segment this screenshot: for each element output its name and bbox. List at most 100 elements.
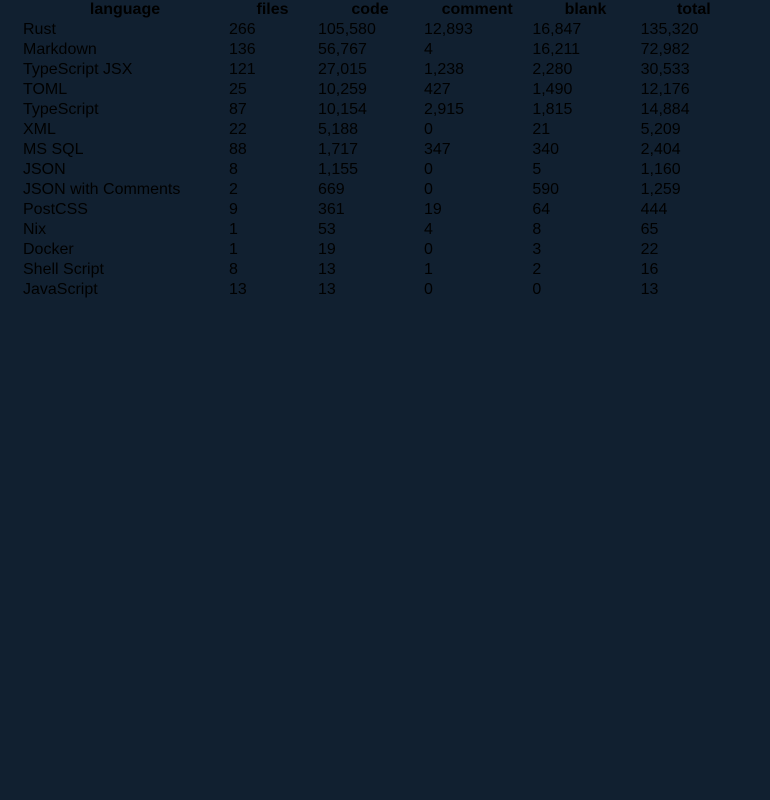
column-header-code[interactable]: code [351, 1, 389, 18]
cell-code: 13 [318, 261, 336, 278]
cell-code: 53 [318, 221, 336, 238]
cell-files: 1 [229, 241, 238, 258]
cell-comment: 2,915 [424, 101, 465, 118]
cell-files: 13 [229, 281, 247, 298]
table-row: TOML 25 10,259 427 1,490 12,176 [22, 80, 748, 100]
cell-files: 8 [229, 261, 238, 278]
table-row: Rust 266 105,580 12,893 16,847 135,320 [22, 20, 748, 40]
cell-language-name: TypeScript [23, 101, 99, 118]
cell-comment: 4 [424, 221, 433, 238]
cell-comment: 0 [424, 281, 433, 298]
cell-code: 1,155 [318, 161, 359, 178]
cell-language-name: Markdown [23, 41, 97, 58]
cell-files: 1 [229, 221, 238, 238]
table-row: Docker 1 19 0 3 22 [22, 240, 748, 260]
cell-files: 87 [229, 101, 247, 118]
column-header-blank[interactable]: blank [564, 1, 607, 18]
cell-code: 19 [318, 241, 336, 258]
cell-language-name: Rust [23, 21, 56, 38]
cell-language-name: Nix [23, 221, 47, 238]
cell-comment: 0 [424, 241, 433, 258]
cell-files: 22 [229, 121, 247, 138]
table-row: Nix 1 53 4 8 65 [22, 220, 748, 240]
cell-total: 135,320 [640, 21, 699, 38]
cell-blank: 590 [532, 181, 560, 198]
cell-files: 121 [229, 61, 256, 78]
table-row: JSON 8 1,155 0 5 1,160 [22, 160, 748, 180]
cell-files: 88 [229, 141, 247, 158]
cell-comment: 12,893 [424, 21, 473, 38]
cell-files: 9 [229, 201, 238, 218]
cell-blank: 340 [532, 141, 560, 158]
cell-code: 10,154 [318, 101, 367, 118]
table-row: Shell Script 8 13 1 2 16 [22, 260, 748, 280]
cell-blank: 16,847 [532, 21, 582, 38]
table-row: XML 22 5,188 0 21 5,209 [22, 120, 748, 140]
cell-code: 1,717 [318, 141, 359, 158]
cell-comment: 19 [424, 201, 442, 218]
table-row: MS SQL 88 1,717 347 340 2,404 [22, 140, 748, 160]
cell-total: 444 [640, 201, 668, 218]
cell-total: 65 [640, 221, 659, 238]
cell-total: 16 [640, 261, 659, 278]
cell-total: 22 [640, 241, 659, 258]
cell-comment: 1 [424, 261, 433, 278]
table-header-row: language files code comment blank total [22, 0, 748, 20]
cell-code: 13 [318, 281, 336, 298]
cell-comment: 4 [424, 41, 433, 58]
column-header-language[interactable]: language [89, 1, 161, 18]
cell-blank: 1,490 [532, 81, 573, 98]
cell-files: 25 [229, 81, 247, 98]
cell-language-name: TOML [23, 81, 68, 98]
cell-language-name: MS SQL [23, 141, 84, 158]
table-row: JavaScript 13 13 0 0 13 [22, 280, 748, 300]
cell-language-name: Shell Script [23, 261, 104, 278]
cell-blank: 16,211 [532, 41, 581, 58]
cell-comment: 0 [424, 181, 433, 198]
cell-blank: 3 [532, 241, 542, 258]
cell-total: 1,259 [640, 181, 681, 198]
column-header-total[interactable]: total [676, 1, 711, 18]
cell-blank: 2 [532, 261, 542, 278]
table-row: TypeScript JSX 121 27,015 1,238 2,280 30,533 [22, 60, 748, 80]
cell-blank: 5 [532, 161, 542, 178]
cell-blank: 21 [532, 121, 551, 138]
column-header-comment[interactable]: comment [441, 1, 513, 18]
cell-language-name: XML [23, 121, 56, 138]
table-body: Rust 266 105,580 12,893 16,847 135,320 Markdow… [22, 20, 748, 300]
cell-language-name: JSON with Comments [23, 181, 181, 198]
cell-code: 10,259 [318, 81, 367, 98]
cell-language-name: JSON [23, 161, 66, 178]
language-statistics-table: language files code comment blank total Rust 2… [22, 0, 748, 300]
cell-language-name: JavaScript [23, 281, 98, 298]
cell-total: 13 [640, 281, 659, 298]
cell-code: 5,188 [318, 121, 359, 138]
cell-code: 105,580 [318, 21, 376, 38]
table-header: language files code comment blank total [22, 0, 748, 20]
cell-comment: 1,238 [424, 61, 465, 78]
cell-blank: 2,280 [532, 61, 573, 78]
cell-total: 5,209 [640, 121, 681, 138]
cell-blank: 8 [532, 221, 542, 238]
cell-code: 27,015 [318, 61, 367, 78]
column-header-files[interactable]: files [256, 1, 289, 18]
cell-comment: 347 [424, 141, 451, 158]
cell-files: 2 [229, 181, 238, 198]
cell-language-name: Docker [23, 241, 74, 258]
cell-files: 136 [229, 41, 256, 58]
table-row: Markdown 136 56,767 4 16,211 72,982 [22, 40, 748, 60]
cell-total: 72,982 [640, 41, 690, 58]
cell-total: 1,160 [640, 161, 681, 178]
cell-comment: 427 [424, 81, 451, 98]
cell-total: 12,176 [640, 81, 690, 98]
cell-language-name: TypeScript JSX [23, 61, 133, 78]
cell-code: 669 [318, 181, 345, 198]
cell-comment: 0 [424, 161, 433, 178]
cell-files: 266 [229, 21, 256, 38]
cell-blank: 1,815 [532, 101, 573, 118]
table-row: TypeScript 87 10,154 2,915 1,815 14,884 [22, 100, 748, 120]
table-row: PostCSS 9 361 19 64 444 [22, 200, 748, 220]
cell-total: 14,884 [640, 101, 690, 118]
cell-blank: 0 [532, 281, 542, 298]
